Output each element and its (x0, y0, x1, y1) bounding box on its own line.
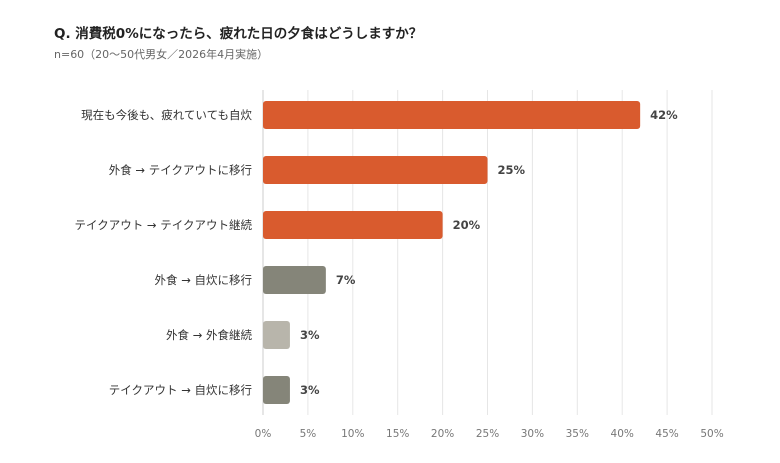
value-label: 25% (498, 163, 526, 177)
x-tick-label: 0% (255, 428, 272, 440)
bar (263, 376, 290, 404)
x-tick-label: 50% (700, 428, 723, 440)
x-tick-label: 10% (341, 428, 364, 440)
x-tick-label: 40% (611, 428, 634, 440)
x-tick-label: 35% (566, 428, 589, 440)
bar (263, 321, 290, 349)
bar (263, 156, 488, 184)
category-label: 現在も今後も、疲れていても自炊 (81, 108, 252, 122)
x-tick-label: 5% (300, 428, 317, 440)
x-tick-label: 15% (386, 428, 409, 440)
bar (263, 266, 326, 294)
bar (263, 211, 443, 239)
category-label: 外食 → 自炊に移行 (155, 273, 252, 287)
bars (263, 101, 641, 404)
value-label: 3% (300, 383, 320, 397)
value-label: 42% (650, 108, 678, 122)
chart-subtitle: n=60（20〜50代男女／2026年4月実施） (54, 48, 269, 61)
category-label: テイクアウト → 自炊に移行 (109, 383, 252, 397)
value-label: 20% (453, 218, 481, 232)
x-tick-label: 30% (521, 428, 544, 440)
x-tick-label: 25% (476, 428, 499, 440)
bar (263, 101, 641, 129)
chart-title: Q. 消費税0%になったら、疲れた日の夕食はどうしますか？ (54, 26, 423, 42)
grid-lines (262, 90, 713, 415)
category-label: 外食 → 外食継続 (166, 328, 252, 342)
category-label: 外食 → テイクアウトに移行 (109, 163, 252, 177)
labels: 0% 5% 10% 15% 20% 25% 30% 35% 40% 45% 50% 現在も今後も、疲れ… (75, 108, 724, 440)
category-label: テイクアウト → テイクアウト継続 (75, 218, 253, 232)
value-label: 3% (300, 328, 320, 342)
x-tick-label: 45% (655, 428, 678, 440)
value-label: 7% (336, 273, 356, 287)
x-tick-label: 20% (431, 428, 454, 440)
